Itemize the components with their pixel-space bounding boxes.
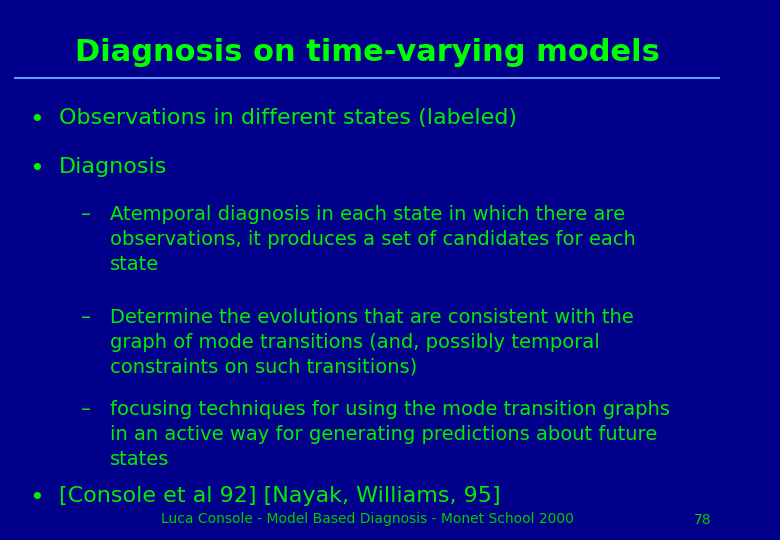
Text: Atemporal diagnosis in each state in which there are
observations, it produces a: Atemporal diagnosis in each state in whi… (110, 205, 636, 274)
Text: Observations in different states (labeled): Observations in different states (labele… (58, 108, 516, 128)
Text: focusing techniques for using the mode transition graphs
in an active way for ge: focusing techniques for using the mode t… (110, 400, 670, 469)
Text: –: – (81, 205, 90, 224)
Text: –: – (81, 400, 90, 419)
Text: [Console et al 92] [Nayak, Williams, 95]: [Console et al 92] [Nayak, Williams, 95] (58, 486, 500, 506)
Text: –: – (81, 308, 90, 327)
Text: Diagnosis: Diagnosis (58, 157, 167, 177)
Text: •: • (30, 486, 44, 510)
Text: 78: 78 (694, 512, 712, 526)
Text: •: • (30, 157, 44, 180)
Text: Determine the evolutions that are consistent with the
graph of mode transitions : Determine the evolutions that are consis… (110, 308, 634, 377)
Text: •: • (30, 108, 44, 132)
Text: Diagnosis on time-varying models: Diagnosis on time-varying models (75, 38, 659, 67)
Text: Luca Console - Model Based Diagnosis - Monet School 2000: Luca Console - Model Based Diagnosis - M… (161, 512, 573, 526)
